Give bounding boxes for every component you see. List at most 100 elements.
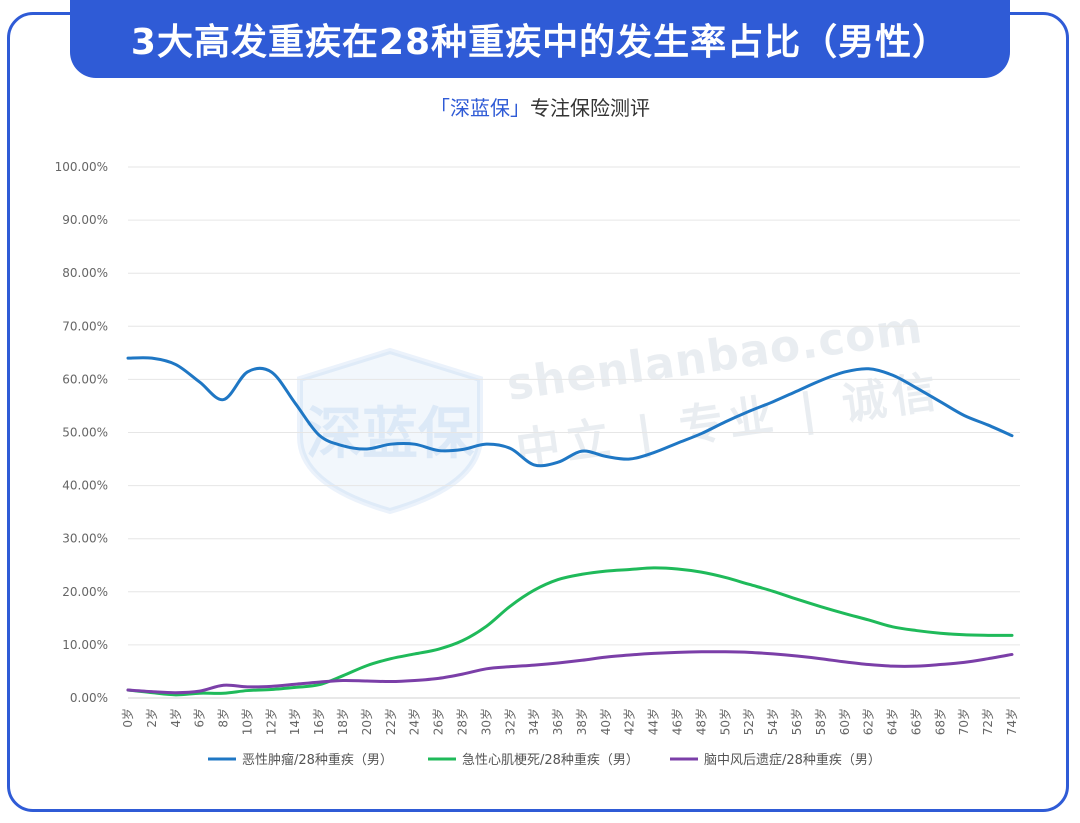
y-axis-ticks: 0.00% 10.00% 20.00% 30.00% 40.00% 50.00% 60.00… [55, 160, 108, 705]
data-point [318, 681, 320, 683]
data-point [939, 401, 941, 403]
x-tick-label: 38岁 [574, 708, 589, 735]
data-point [915, 665, 917, 667]
data-point [868, 619, 870, 621]
y-tick-label: 100.00% [55, 160, 108, 174]
data-point [653, 567, 655, 569]
data-point [796, 390, 798, 392]
y-tick-label: 30.00% [62, 532, 108, 546]
data-point [700, 651, 702, 653]
data-point [270, 689, 272, 691]
data-point [724, 421, 726, 423]
y-tick-label: 50.00% [62, 426, 108, 440]
data-point [772, 590, 774, 592]
data-point [892, 626, 894, 628]
x-tick-label: 50岁 [717, 708, 732, 735]
y-tick-label: 40.00% [62, 479, 108, 493]
data-point [390, 443, 392, 445]
data-point [438, 450, 440, 452]
x-tick-label: 42岁 [622, 708, 637, 735]
data-point [557, 579, 559, 581]
data-point [629, 458, 631, 460]
data-point [485, 625, 487, 627]
data-point [677, 651, 679, 653]
data-point [724, 576, 726, 578]
data-point [987, 634, 989, 636]
data-point [1011, 653, 1013, 655]
data-point [796, 598, 798, 600]
x-tick-label: 62岁 [861, 708, 876, 735]
data-point [963, 661, 965, 663]
data-point [748, 651, 750, 653]
data-point [677, 442, 679, 444]
data-point [533, 589, 535, 591]
watermark-logo-text: 深蓝保 [306, 402, 475, 467]
data-point [223, 692, 225, 694]
data-point [796, 655, 798, 657]
x-tick-label: 8岁 [216, 708, 231, 728]
subtitle-brand: 「深蓝保」 [430, 96, 530, 120]
y-tick-label: 90.00% [62, 213, 108, 227]
data-point [748, 583, 750, 585]
x-tick-label: 34岁 [526, 708, 541, 735]
data-point [700, 433, 702, 435]
data-point [1011, 634, 1013, 636]
data-point [868, 664, 870, 666]
data-point [294, 686, 296, 688]
data-point [533, 464, 535, 466]
data-point [223, 399, 225, 401]
data-point [414, 679, 416, 681]
data-point [509, 447, 511, 449]
data-point [772, 653, 774, 655]
x-tick-label: 16岁 [311, 708, 326, 735]
x-tick-label: 56岁 [789, 708, 804, 735]
x-tick-label: 32岁 [502, 708, 517, 735]
y-tick-label: 80.00% [62, 266, 108, 280]
data-point [939, 632, 941, 634]
data-point [844, 613, 846, 615]
legend-label: 恶性肿瘤/28种重疾（男） [242, 752, 393, 768]
data-point [485, 443, 487, 445]
data-point [605, 455, 607, 457]
x-tick-label: 24岁 [407, 708, 422, 735]
data-point [509, 605, 511, 607]
data-point [700, 571, 702, 573]
y-tick-label: 10.00% [62, 638, 108, 652]
data-point [1011, 435, 1013, 437]
page-title: 3大高发重疾在28种重疾中的发生率占比（男性） [130, 22, 950, 63]
data-point [892, 665, 894, 667]
data-point [629, 654, 631, 656]
title-banner: 3大高发重疾在28种重疾中的发生率占比（男性） [70, 0, 1010, 78]
data-point [199, 381, 201, 383]
data-point [199, 690, 201, 692]
data-point [366, 680, 368, 682]
x-tick-label: 28岁 [454, 708, 469, 735]
data-point [915, 630, 917, 632]
legend-label: 脑中风后遗症/28种重疾（男） [704, 752, 881, 768]
card-frame [7, 12, 1069, 812]
data-point [318, 684, 320, 686]
data-point [939, 664, 941, 666]
data-point [366, 448, 368, 450]
data-point [581, 573, 583, 575]
data-point [724, 651, 726, 653]
watermark-logo: 深蓝保 [297, 347, 483, 515]
x-axis-ticks: 0岁 2岁 4岁 6岁 8岁 10岁 12岁 14岁 16岁 18岁 20岁 22岁 24岁 26岁 28岁… [120, 708, 1019, 735]
chart-series [126, 356, 1014, 697]
data-point [844, 661, 846, 663]
x-tick-label: 22岁 [383, 708, 398, 735]
data-point [151, 691, 153, 693]
y-tick-label: 20.00% [62, 585, 108, 599]
x-tick-label: 40岁 [598, 708, 613, 735]
x-tick-label: 30岁 [478, 708, 493, 735]
data-point [677, 568, 679, 570]
data-point [294, 683, 296, 685]
data-point [127, 357, 129, 359]
x-tick-label: 12岁 [263, 708, 278, 735]
data-point [270, 685, 272, 687]
data-point [366, 665, 368, 667]
data-point [246, 371, 248, 373]
x-tick-label: 14岁 [287, 708, 302, 735]
data-point [820, 606, 822, 608]
x-tick-label: 44岁 [646, 708, 661, 735]
